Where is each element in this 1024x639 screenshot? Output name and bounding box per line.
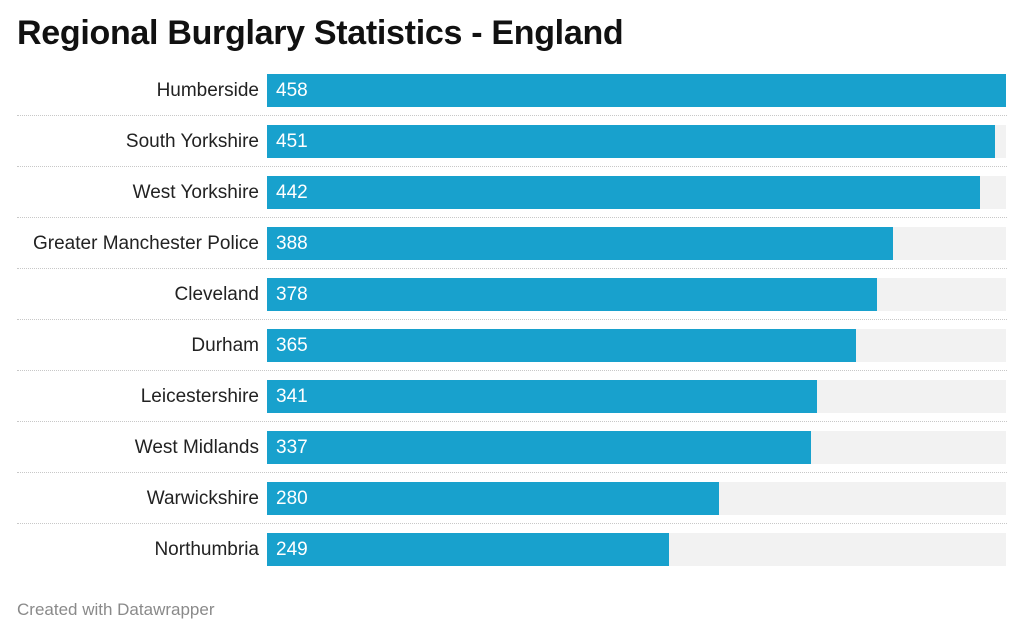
row-divider <box>17 523 1007 524</box>
bar <box>267 176 980 209</box>
row-divider <box>17 217 1007 218</box>
category-label: Greater Manchester Police <box>33 233 259 254</box>
bar-value-label: 442 <box>276 182 308 203</box>
bar-row: Durham 365 <box>0 320 1024 371</box>
bar-track: 451 <box>267 125 1006 158</box>
bar <box>267 380 817 413</box>
bar-value-label: 458 <box>276 80 308 101</box>
category-label: West Midlands <box>134 437 259 458</box>
bar-row: Leicestershire 341 <box>0 371 1024 422</box>
bar-value-label: 451 <box>276 131 308 152</box>
bar-value-label: 365 <box>276 335 308 356</box>
row-divider <box>17 472 1007 473</box>
bar-row: West Yorkshire 442 <box>0 167 1024 218</box>
bar <box>267 278 877 311</box>
bar-row: West Midlands 337 <box>0 422 1024 473</box>
bar-row: Cleveland 378 <box>0 269 1024 320</box>
category-label: Cleveland <box>174 284 260 305</box>
bar <box>267 125 995 158</box>
category-label: Durham <box>191 335 259 356</box>
bar <box>267 482 719 515</box>
bar <box>267 329 856 362</box>
bar-row: Northumbria 249 <box>0 524 1024 575</box>
bar-row: Humberside 458 <box>0 65 1024 116</box>
bar-value-label: 378 <box>276 284 308 305</box>
row-divider <box>17 166 1007 167</box>
row-divider <box>17 115 1007 116</box>
bar-chart: Humberside 458 South Yorkshire 451 West York… <box>0 65 1024 577</box>
bar-track: 341 <box>267 380 1006 413</box>
bar-value-label: 280 <box>276 488 308 509</box>
category-label: Northumbria <box>154 539 259 560</box>
bar-track: 388 <box>267 227 1006 260</box>
bar-row: Greater Manchester Police 388 <box>0 218 1024 269</box>
bar <box>267 227 893 260</box>
bar-value-label: 341 <box>276 386 308 407</box>
category-label: West Yorkshire <box>132 182 259 203</box>
category-label: Warwickshire <box>146 488 259 509</box>
bar-row: Warwickshire 280 <box>0 473 1024 524</box>
bar-track: 249 <box>267 533 1006 566</box>
bar-track: 458 <box>267 74 1006 107</box>
row-divider <box>17 421 1007 422</box>
bar-track: 378 <box>267 278 1006 311</box>
row-divider <box>17 319 1007 320</box>
bar-track: 365 <box>267 329 1006 362</box>
bar <box>267 74 1006 107</box>
bar-track: 442 <box>267 176 1006 209</box>
row-divider <box>17 268 1007 269</box>
category-label: Leicestershire <box>140 386 259 407</box>
bar <box>267 533 669 566</box>
bar-value-label: 388 <box>276 233 308 254</box>
category-label: South Yorkshire <box>125 131 259 152</box>
category-label: Humberside <box>156 80 259 101</box>
bar-track: 337 <box>267 431 1006 464</box>
bar <box>267 431 811 464</box>
bar-track: 280 <box>267 482 1006 515</box>
row-divider <box>17 370 1007 371</box>
bar-row: South Yorkshire 451 <box>0 116 1024 167</box>
footer-credit: Created with Datawrapper <box>17 600 215 619</box>
bar-value-label: 337 <box>276 437 308 458</box>
bar-value-label: 249 <box>276 539 308 560</box>
chart-title: Regional Burglary Statistics - England <box>17 14 624 52</box>
